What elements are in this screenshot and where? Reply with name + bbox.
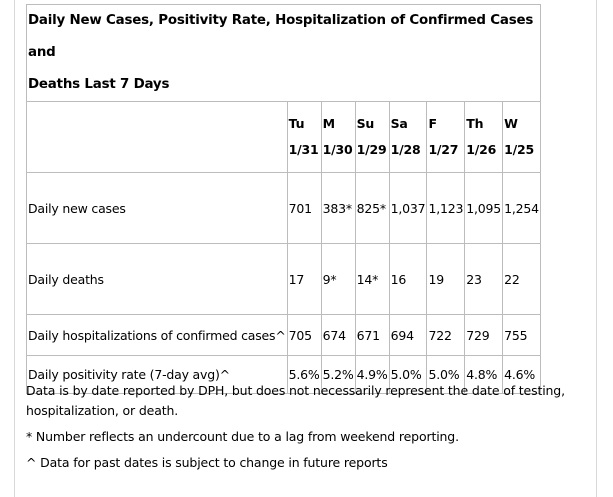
note-undercount: * Number reflects an undercount due to a… <box>26 429 459 444</box>
table-row-new-cases: Daily new cases 701 383* 825* 1,037 1,12… <box>26 172 541 244</box>
table-title: Daily New Cases, Positivity Rate, Hospit… <box>26 4 541 102</box>
table-cell: 1,095 <box>464 172 504 244</box>
table-row-positivity: Daily positivity rate (7-day avg)^ 5.6% … <box>26 355 541 394</box>
header-col-sa: Sa 1/28 <box>388 101 428 173</box>
table-cell: 701 <box>286 172 322 244</box>
table-title-row: Daily New Cases, Positivity Rate, Hospit… <box>26 4 541 102</box>
table-cell: 4.8% <box>464 355 504 394</box>
header-col-th: Th 1/26 <box>464 101 504 173</box>
table-cell: 5.6% <box>286 355 322 394</box>
header-col-f: F 1/27 <box>426 101 466 173</box>
table-cell: 1,254 <box>502 172 541 244</box>
header-col-tu: Tu 1/31 <box>286 101 322 173</box>
table-cell: 5.2% <box>320 355 356 394</box>
table-cell: 14* <box>354 243 390 315</box>
note-source: Data is by date reported by DPH, but doe… <box>26 383 565 418</box>
table-cell: 5.0% <box>426 355 466 394</box>
covid-stats-table: Daily New Cases, Positivity Rate, Hospit… <box>26 4 541 394</box>
table-cell: 19 <box>426 243 466 315</box>
table-row-hospitalizations: Daily hospitalizations of confirmed case… <box>26 314 541 356</box>
row-label: Daily deaths <box>26 243 288 315</box>
table-cell: 755 <box>502 314 541 356</box>
header-blank-cell <box>26 101 288 173</box>
footnotes: Data is by date reported by DPH, but doe… <box>26 381 586 479</box>
table-header-row: Tu 1/31 M 1/30 Su 1/29 Sa 1/28 F 1/27 Th 1/26 … <box>26 101 541 173</box>
table-title-line-1: Daily New Cases, Positivity Rate, Hospit… <box>28 13 534 60</box>
table-cell: 383* <box>320 172 356 244</box>
table-cell: 671 <box>354 314 390 356</box>
table-cell: 674 <box>320 314 356 356</box>
row-label: Daily new cases <box>26 172 288 244</box>
table-cell: 694 <box>388 314 428 356</box>
table-row-deaths: Daily deaths 17 9* 14* 16 19 23 22 <box>26 243 541 315</box>
table-cell: 17 <box>286 243 322 315</box>
row-label: Daily hospitalizations of confirmed case… <box>26 314 288 356</box>
table-cell: 22 <box>502 243 541 315</box>
table-cell: 16 <box>388 243 428 315</box>
header-col-su: Su 1/29 <box>354 101 390 173</box>
table-cell: 4.6% <box>502 355 541 394</box>
table-cell: 705 <box>286 314 322 356</box>
table-cell: 23 <box>464 243 504 315</box>
table-cell: 5.0% <box>388 355 428 394</box>
header-col-m: M 1/30 <box>320 101 356 173</box>
table-title-line-2: Deaths Last 7 Days <box>28 77 170 92</box>
table-cell: 1,037 <box>388 172 428 244</box>
table-cell: 1,123 <box>426 172 466 244</box>
note-past-dates: ^ Data for past dates is subject to chan… <box>26 455 388 470</box>
table-cell: 4.9% <box>354 355 390 394</box>
table-cell: 825* <box>354 172 390 244</box>
content-frame <box>14 0 597 497</box>
table-cell: 729 <box>464 314 504 356</box>
header-col-w: W 1/25 <box>502 101 541 173</box>
table-cell: 9* <box>320 243 356 315</box>
row-label: Daily positivity rate (7-day avg)^ <box>26 355 288 394</box>
table-cell: 722 <box>426 314 466 356</box>
